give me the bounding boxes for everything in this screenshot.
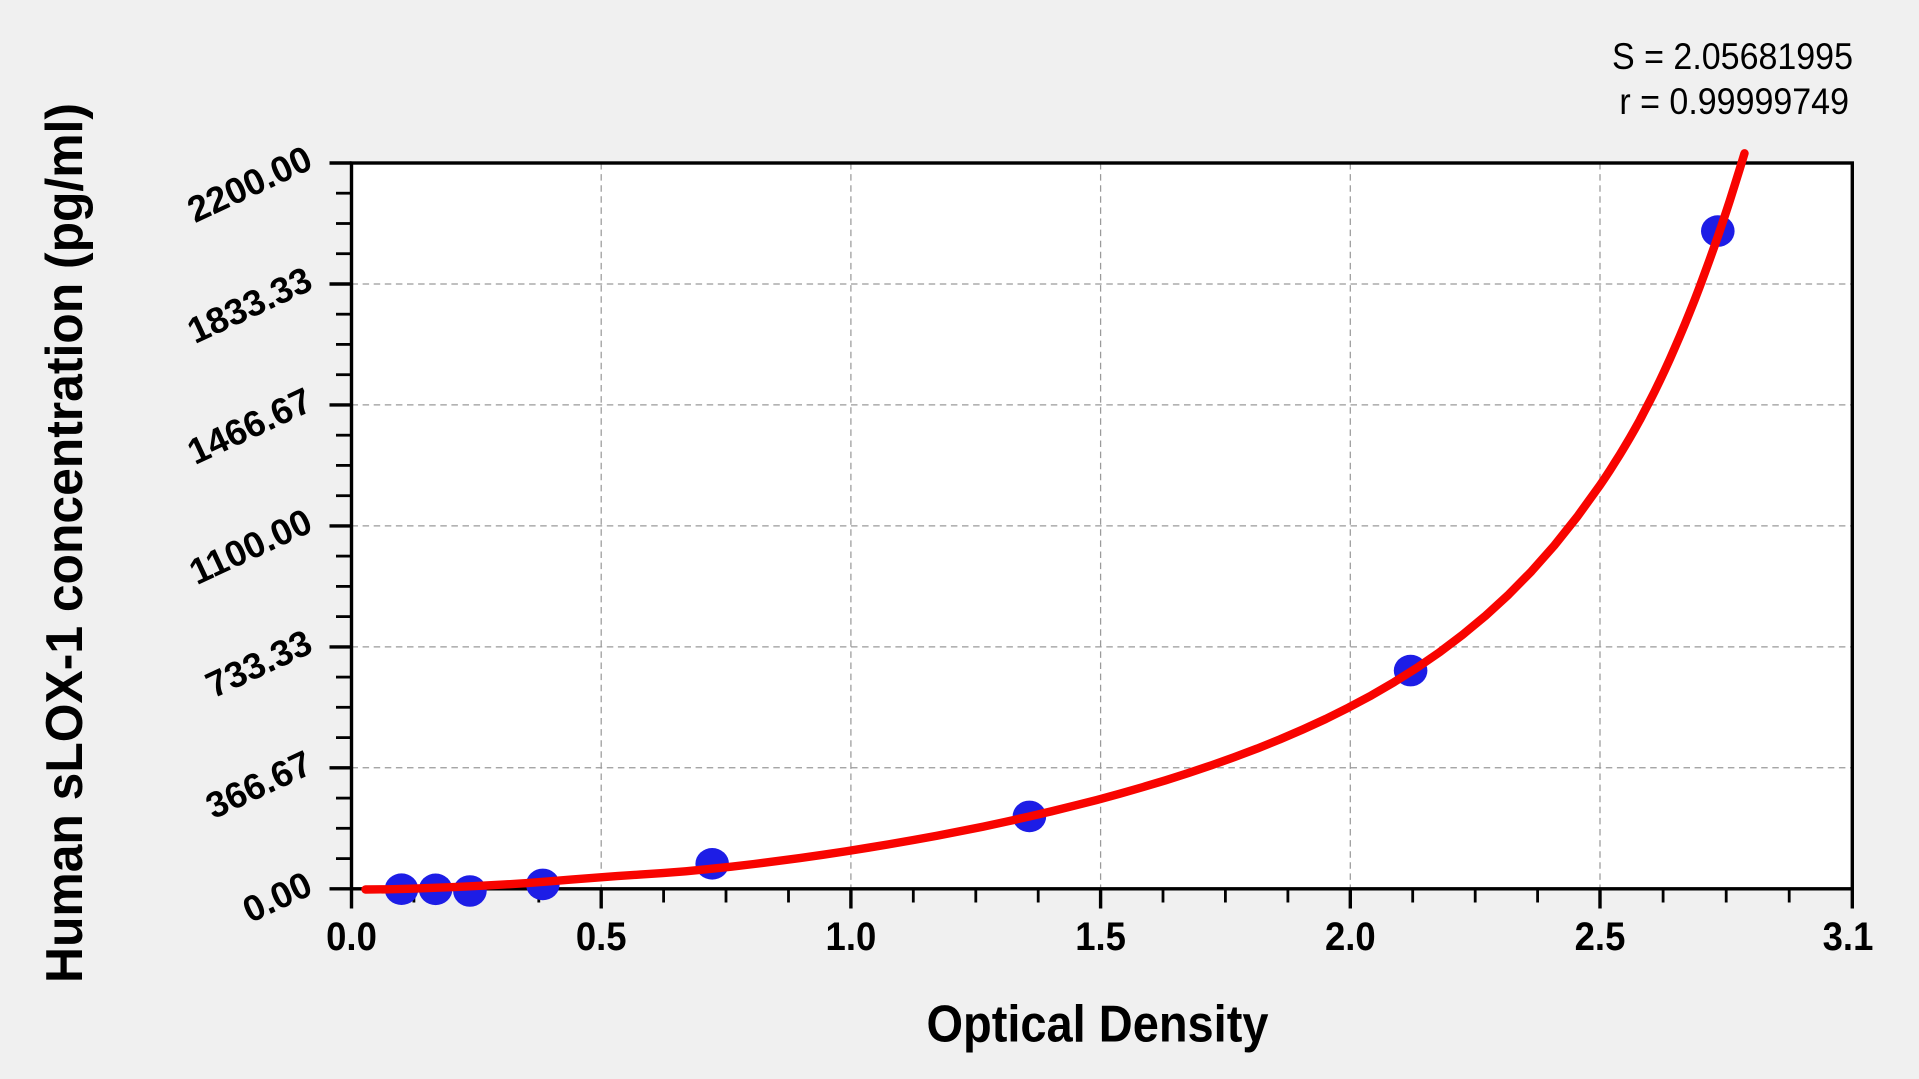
svg-text:Human sLOX-1 concentration (pg: Human sLOX-1 concentration (pg/ml) xyxy=(35,103,93,983)
svg-text:3.1: 3.1 xyxy=(1823,914,1874,959)
svg-text:1.5: 1.5 xyxy=(1075,914,1126,959)
svg-text:r = 0.99999749: r = 0.99999749 xyxy=(1619,82,1849,122)
svg-text:0.0: 0.0 xyxy=(326,914,377,959)
svg-text:2.0: 2.0 xyxy=(1325,914,1376,959)
svg-text:Optical Density: Optical Density xyxy=(926,995,1269,1053)
svg-text:2.5: 2.5 xyxy=(1575,914,1626,959)
svg-text:1.0: 1.0 xyxy=(826,914,877,959)
svg-text:0.5: 0.5 xyxy=(576,914,627,959)
svg-text:S = 2.05681995: S = 2.05681995 xyxy=(1612,37,1853,77)
